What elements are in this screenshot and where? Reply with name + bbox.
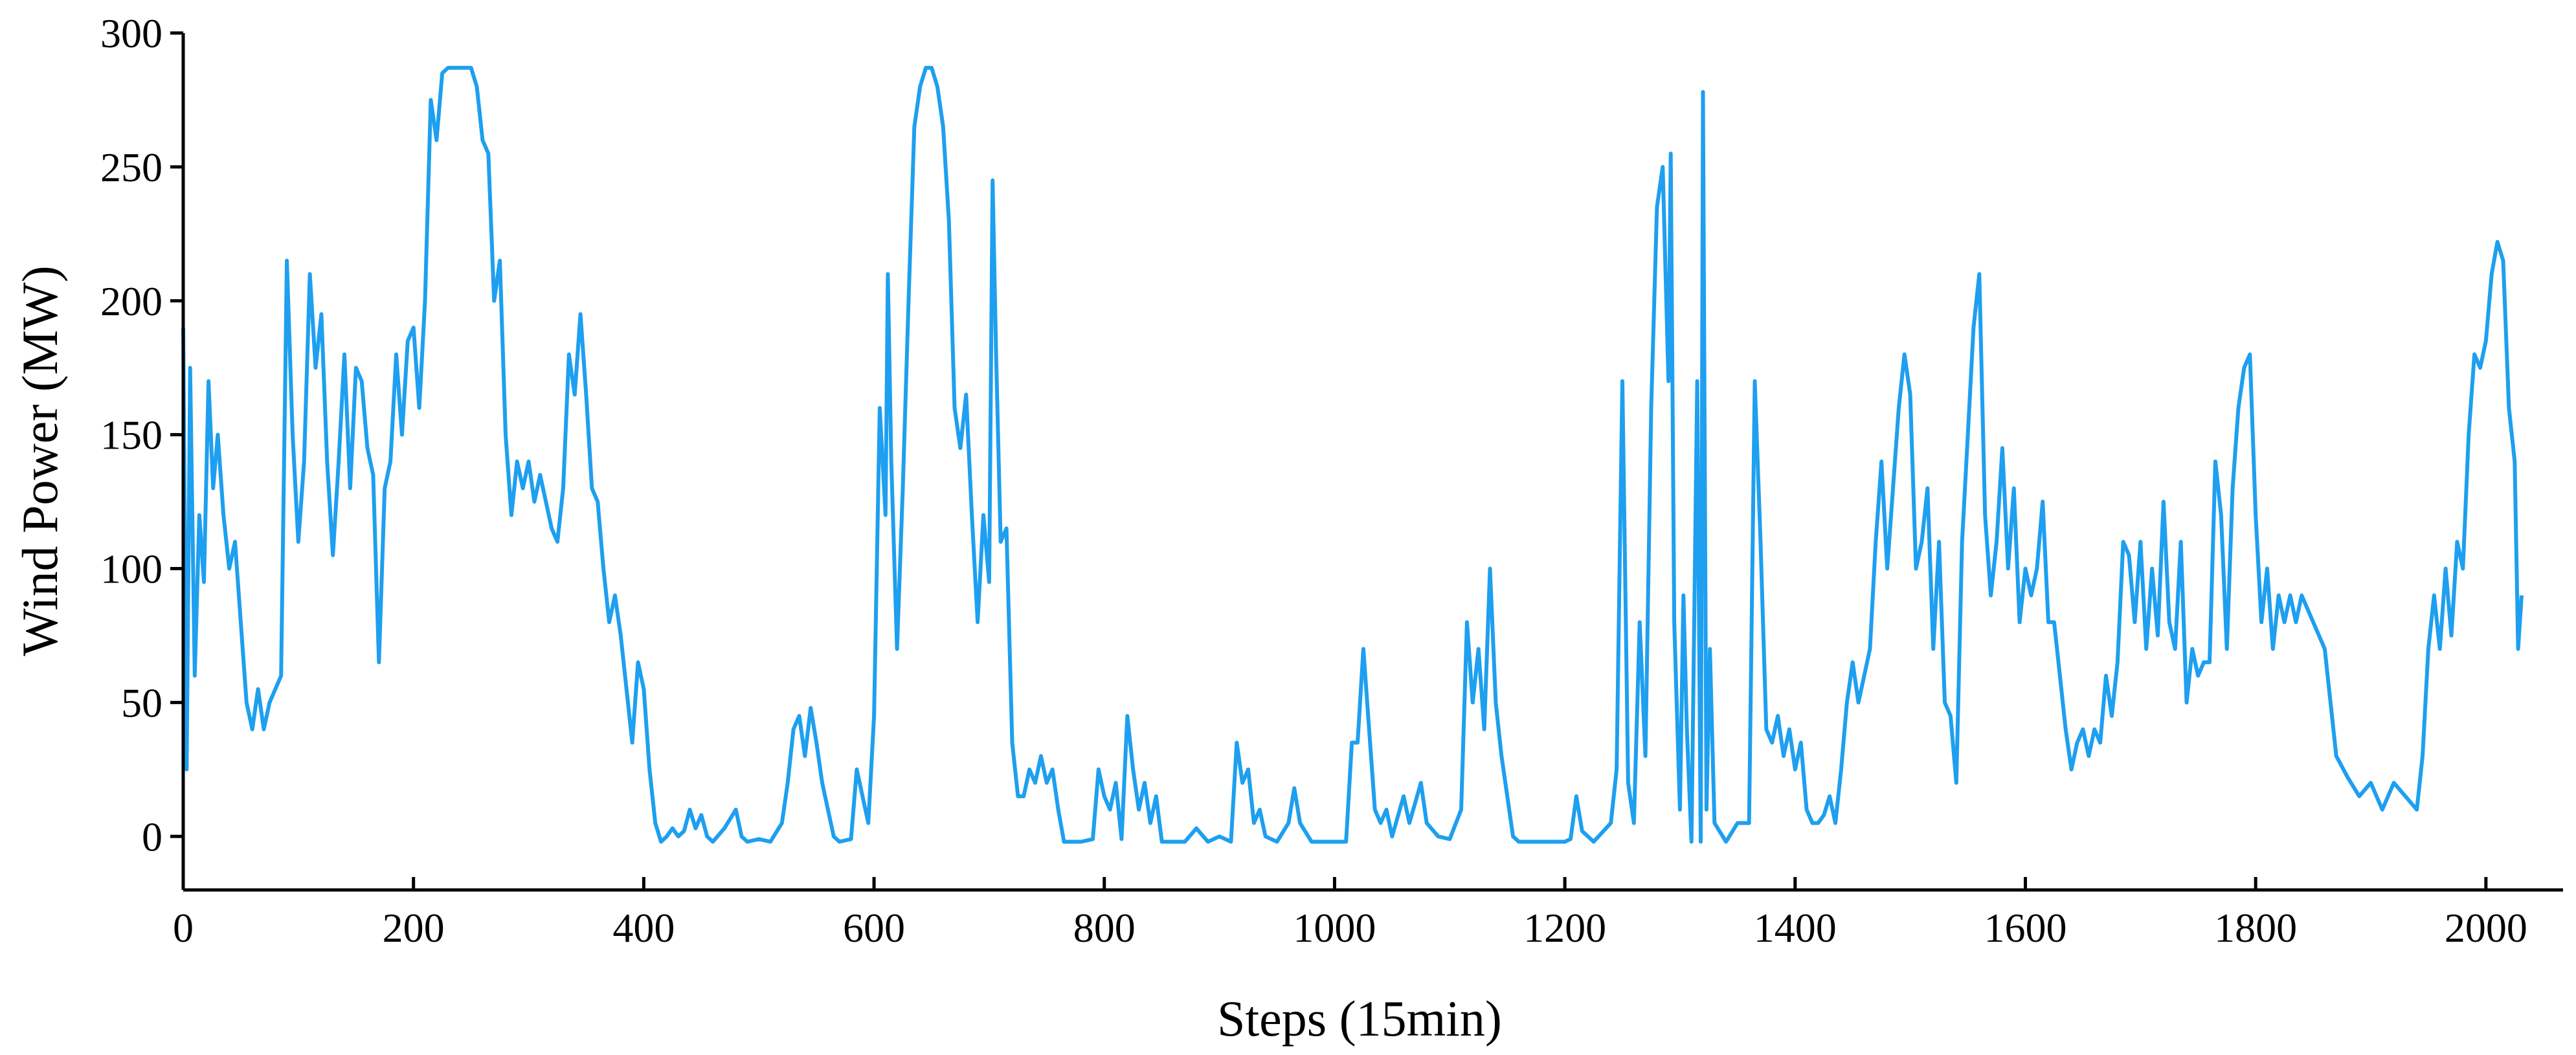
x-tick-label: 400 bbox=[612, 905, 675, 951]
y-tick-label: 300 bbox=[100, 10, 162, 56]
x-tick-label: 1000 bbox=[1293, 905, 1376, 951]
x-tick-label: 2000 bbox=[2445, 905, 2527, 951]
y-tick-label: 150 bbox=[100, 412, 162, 458]
x-tick-label: 600 bbox=[843, 905, 905, 951]
x-tick-label: 1400 bbox=[1754, 905, 1837, 951]
x-tick-label: 1200 bbox=[1523, 905, 1606, 951]
x-tick-label: 1600 bbox=[1984, 905, 2066, 951]
line-series bbox=[181, 65, 2524, 844]
y-tick-label: 100 bbox=[100, 546, 162, 592]
x-tick-label: 1800 bbox=[2214, 905, 2297, 951]
y-tick-label: 50 bbox=[121, 680, 162, 726]
y-tick-label: 200 bbox=[100, 278, 162, 324]
x-tick-label: 800 bbox=[1073, 905, 1136, 951]
x-tick-label: 200 bbox=[383, 905, 445, 951]
x-tick-label: 0 bbox=[173, 905, 194, 951]
y-axis-title: Wind Power (MW) bbox=[12, 265, 68, 656]
x-axis-title: Steps (15min) bbox=[1217, 990, 1502, 1047]
y-tick-label: 0 bbox=[142, 814, 162, 860]
y-tick-label: 250 bbox=[100, 144, 162, 190]
